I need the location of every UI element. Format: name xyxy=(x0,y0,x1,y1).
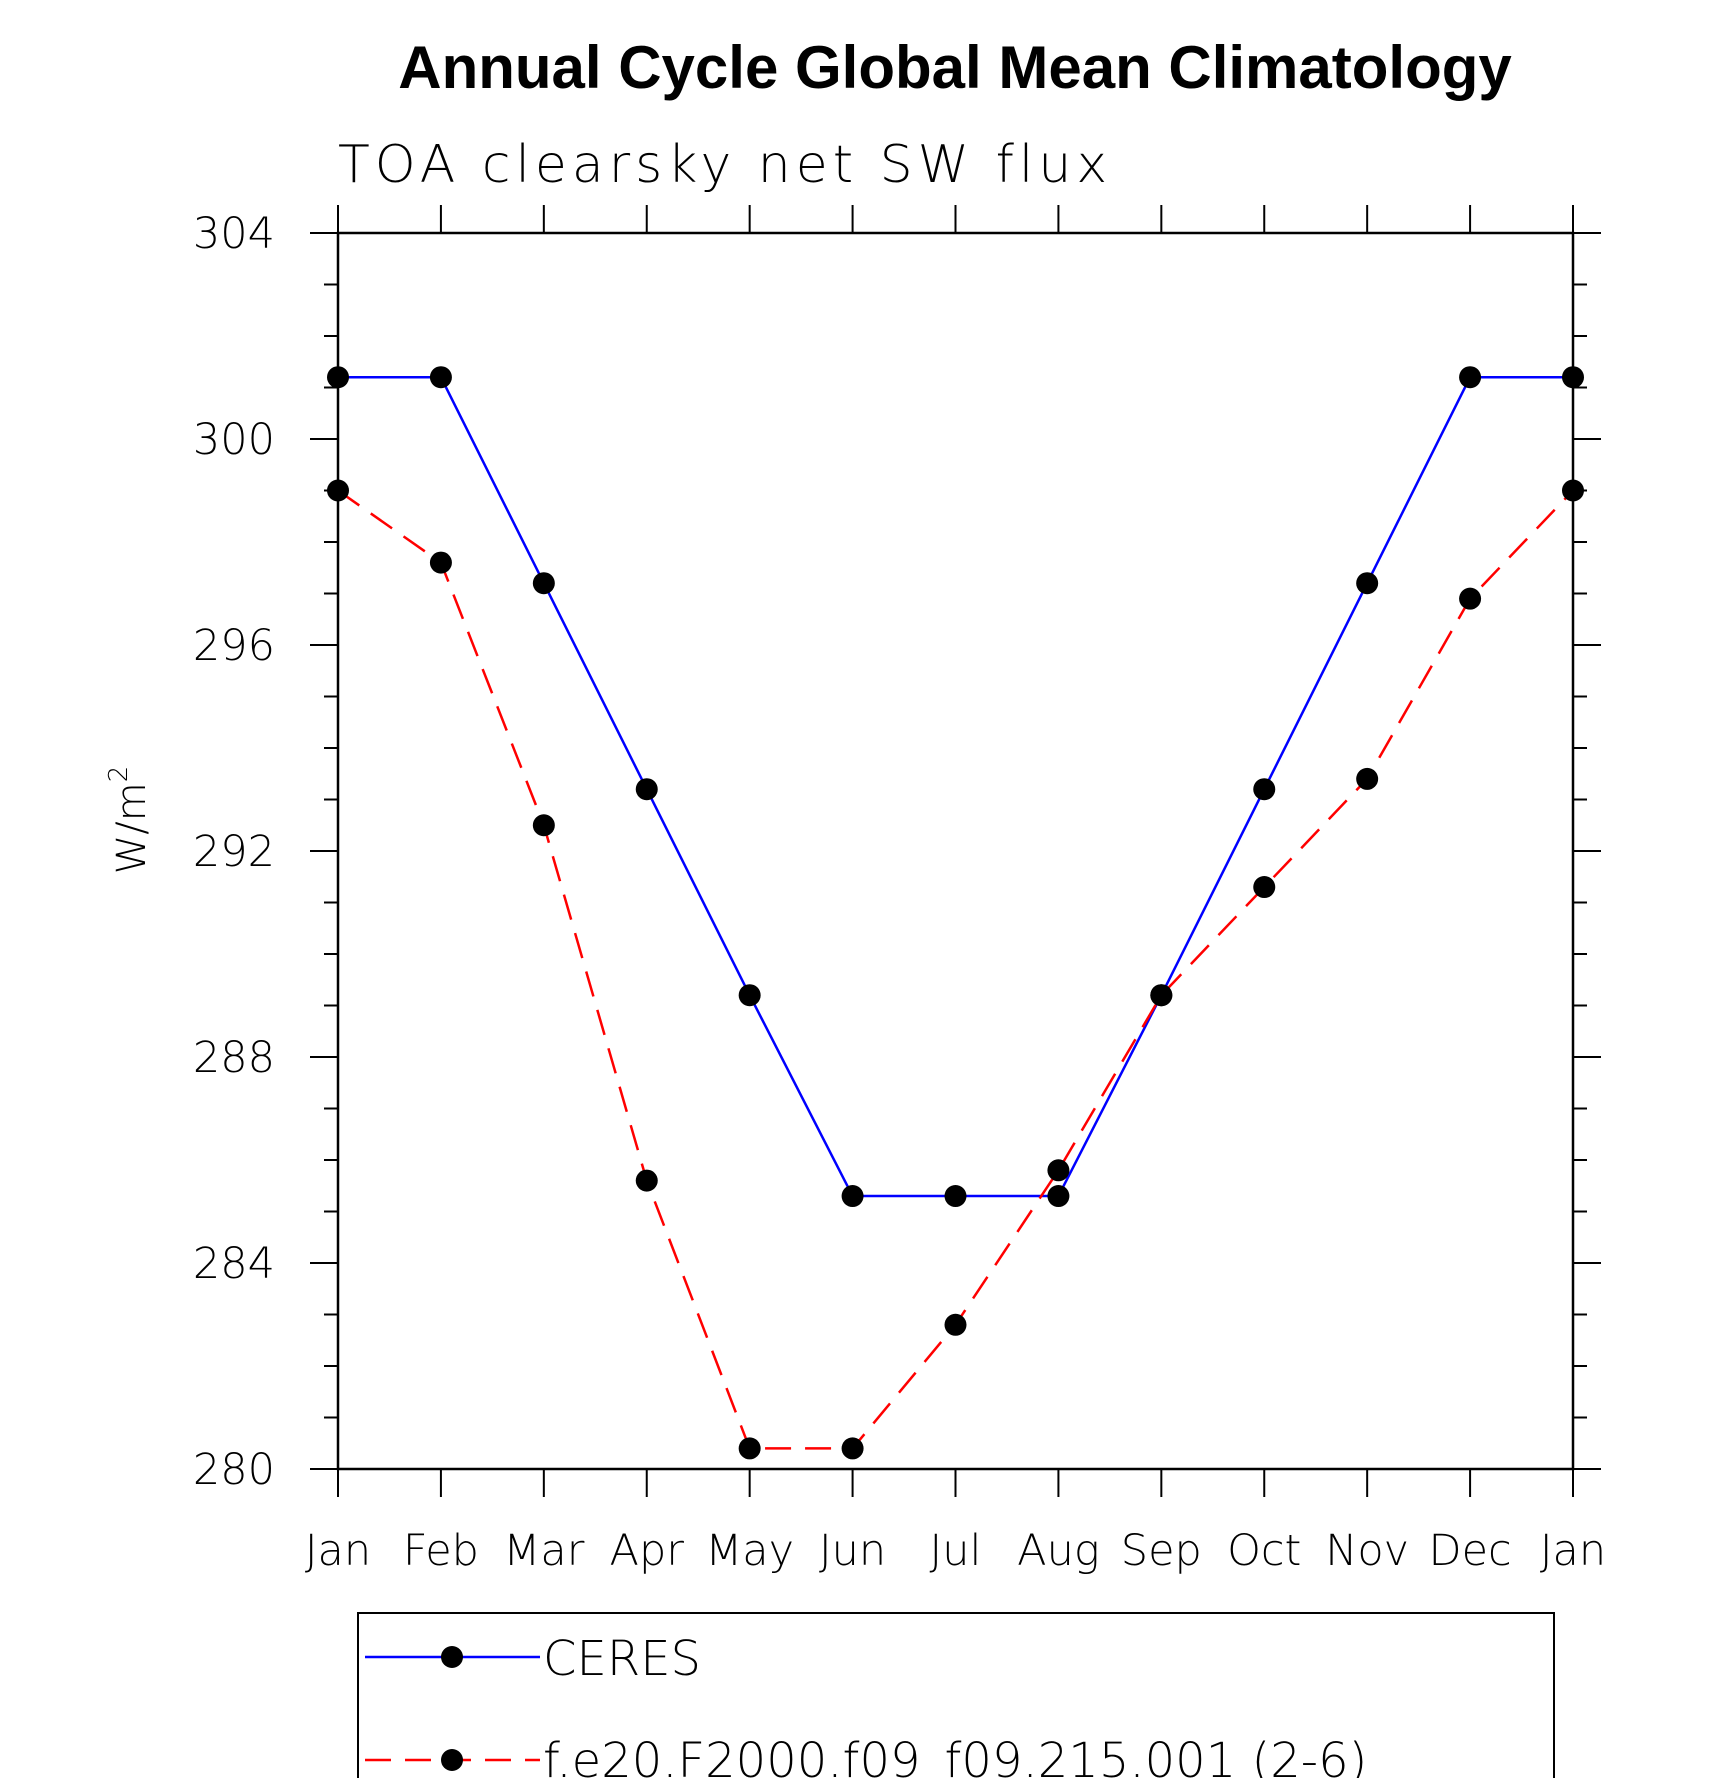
y-tick-label: 284 xyxy=(193,1239,275,1289)
series-1-point xyxy=(635,1169,658,1192)
series-1-point xyxy=(738,1437,761,1460)
plot-border xyxy=(336,231,1575,1471)
legend-label-ceres: CERES xyxy=(543,1631,701,1687)
series-1-point xyxy=(841,1437,864,1460)
y-tick-label: 280 xyxy=(193,1445,275,1495)
series-1-point xyxy=(532,814,555,837)
series-1-point xyxy=(429,551,452,574)
series-1-point xyxy=(1150,984,1173,1007)
series-1-point xyxy=(1253,876,1276,899)
x-tick-label: Dec xyxy=(1428,1526,1511,1576)
series-0-point xyxy=(738,984,761,1007)
series-layer xyxy=(327,366,1584,1460)
chart-title: Annual Cycle Global Mean Climatology xyxy=(398,34,1512,101)
series-0-point xyxy=(635,778,658,801)
y-axis-label: W/m2 xyxy=(104,766,155,875)
y-axis-label-main: W/m xyxy=(109,782,155,874)
series-1-point xyxy=(1047,1159,1070,1182)
series-0-point xyxy=(1356,572,1379,595)
x-tick-label: Jul xyxy=(930,1526,982,1576)
legend-marker-model xyxy=(441,1749,463,1771)
series-0-point xyxy=(1459,366,1482,389)
x-tick-label: Jan xyxy=(305,1526,371,1576)
legend-marker-ceres xyxy=(441,1646,463,1668)
chart-subtitle: TOA clearsky net SW flux xyxy=(338,135,1112,195)
series-1-point xyxy=(327,479,349,502)
series-line-0 xyxy=(338,375,1573,1198)
series-1-point xyxy=(1459,587,1482,610)
x-tick-label: Jun xyxy=(819,1526,886,1576)
series-0-point xyxy=(841,1185,864,1208)
x-tick-label: Aug xyxy=(1017,1526,1099,1576)
x-tick-label: Nov xyxy=(1325,1526,1409,1576)
y-tick-label: 292 xyxy=(193,827,275,877)
series-0-point xyxy=(532,572,555,595)
x-tick-label: Oct xyxy=(1227,1526,1301,1576)
series-0-point xyxy=(1047,1185,1070,1208)
x-tick-labels: Jan Feb Mar Apr May Jun Jul Aug Sep Oct Nov Dec Jan xyxy=(305,1526,1606,1576)
legend-label-model: f.e20.F2000.f09_f09.215.001 (2-6) xyxy=(543,1733,1367,1778)
series-1-point xyxy=(1562,479,1584,502)
y-tick-labels: 280 284 288 292 296 300 304 xyxy=(193,209,275,1495)
x-tick-label: Mar xyxy=(503,1526,584,1576)
legend-box xyxy=(357,1612,1555,1778)
x-tick-label: Feb xyxy=(403,1526,479,1576)
series-0-point xyxy=(429,366,452,389)
axes-frame xyxy=(310,205,1601,1497)
series-1-point xyxy=(944,1313,967,1336)
series-0-point xyxy=(1562,366,1584,389)
series-line-1 xyxy=(337,489,1574,1450)
y-tick-label: 296 xyxy=(193,621,275,671)
y-tick-label: 288 xyxy=(193,1033,275,1083)
series-0-point xyxy=(327,366,349,389)
series-0-point xyxy=(944,1185,967,1208)
series-1-point xyxy=(1356,767,1379,790)
x-tick-label: May xyxy=(705,1526,794,1576)
series-0-point xyxy=(1253,778,1276,801)
y-axis-label-superscript: 2 xyxy=(104,766,134,783)
legend: CERES f.e20.F2000.f09_f09.215.001 (2-6) xyxy=(357,1612,1555,1778)
x-tick-label: Jan xyxy=(1540,1526,1606,1576)
y-tick-label: 300 xyxy=(193,415,275,465)
x-tick-label: Sep xyxy=(1121,1526,1202,1576)
x-tick-label: Apr xyxy=(610,1526,685,1576)
y-tick-label: 304 xyxy=(193,209,275,259)
